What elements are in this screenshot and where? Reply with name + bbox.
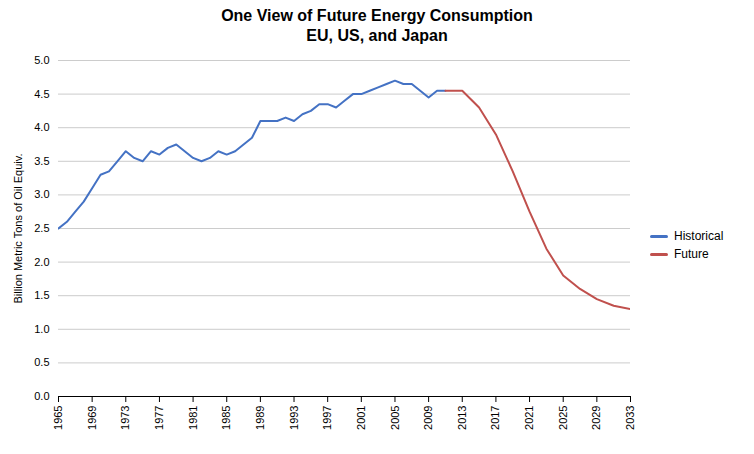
svg-text:2025: 2025 [557,406,569,430]
html-text:Historical: Historical [674,229,724,243]
svg-text:1985: 1985 [220,406,232,430]
svg-text:2033: 2033 [624,406,636,430]
svg-text:Billion Metric Tons of Oil Equ: Billion Metric Tons of Oil Equiv. [12,154,24,304]
svg-text:2.5: 2.5 [34,222,49,234]
svg-text:2009: 2009 [422,406,434,430]
svg-text:1.5: 1.5 [34,289,49,301]
svg-text:0.5: 0.5 [34,356,49,368]
svg-text:0.0: 0.0 [34,390,49,402]
svg-text:1993: 1993 [288,406,300,430]
svg-text:2.0: 2.0 [34,256,49,268]
svg-text:1989: 1989 [254,406,266,430]
svg-text:2021: 2021 [523,406,535,430]
svg-text:1973: 1973 [119,406,131,430]
svg-text:1981: 1981 [187,406,199,430]
svg-text:1969: 1969 [86,406,98,430]
svg-text:2005: 2005 [388,406,400,430]
svg-text:5.0: 5.0 [34,54,49,66]
html-text:Future: Future [674,247,709,261]
svg-text:2029: 2029 [590,406,602,430]
svg-text:2013: 2013 [456,406,468,430]
svg-text:3.5: 3.5 [34,155,49,167]
svg-text:1965: 1965 [52,406,64,430]
svg-text:1977: 1977 [153,406,165,430]
svg-text:2001: 2001 [355,406,367,430]
svg-text:4.0: 4.0 [34,121,49,133]
svg-text:1.0: 1.0 [34,323,49,335]
svg-text:2017: 2017 [489,406,501,430]
svg-text:4.5: 4.5 [34,88,49,100]
svg-text:3.0: 3.0 [34,188,49,200]
svg-text:1997: 1997 [321,406,333,430]
html-text:One View of Future Energy Cons: One View of Future Energy Consumption EU… [221,7,533,44]
